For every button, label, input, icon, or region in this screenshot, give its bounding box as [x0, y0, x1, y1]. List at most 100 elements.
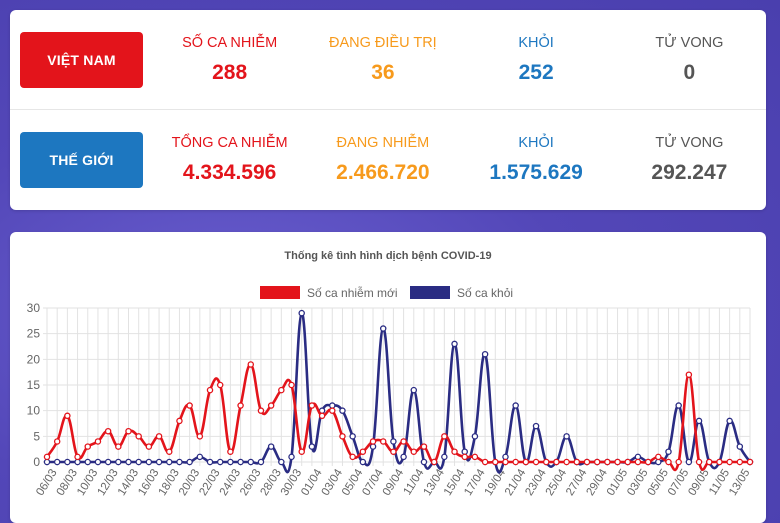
legend-new-cases-swatch: [260, 286, 300, 299]
recovered-point: [410, 386, 418, 394]
world-button[interactable]: THẾ GIỚI: [20, 132, 143, 188]
new-cases-point: [104, 427, 112, 435]
recovered-point: [512, 402, 519, 409]
new-cases-point: [298, 448, 305, 455]
new-cases-point: [624, 458, 631, 466]
recovered-point: [685, 458, 693, 466]
world-infected-label: TỔNG CA NHIỄM: [171, 135, 288, 151]
recovered-point: [481, 350, 489, 358]
world-active-value: 2.466.720: [336, 161, 430, 184]
new-cases-point: [186, 402, 193, 409]
recovered-point: [257, 458, 265, 466]
y-tick-label: 5: [33, 429, 40, 443]
recovered-point: [176, 458, 183, 466]
new-cases-point: [400, 438, 407, 445]
new-cases-point: [726, 458, 733, 466]
new-cases-point: [308, 402, 316, 409]
vn-treating-stat: ĐANG ĐIỀU TRỊ 36: [306, 35, 459, 85]
new-cases-line: [45, 363, 750, 472]
new-cases-point: [573, 458, 581, 466]
new-cases-point: [430, 458, 438, 466]
recovered-point: [166, 458, 173, 466]
vn-infected-label: SỐ CA NHIỄM: [182, 34, 278, 51]
new-cases-point: [379, 438, 387, 445]
new-cases-point: [267, 402, 275, 409]
world-deaths-stat: TỬ VONG 292.247: [613, 135, 766, 185]
new-cases-point: [583, 458, 591, 466]
new-cases-point: [532, 458, 540, 466]
new-cases-point: [420, 443, 428, 450]
new-cases-point: [553, 458, 560, 466]
new-cases-point: [247, 361, 255, 368]
world-active-label: ĐANG NHIỄM: [336, 135, 430, 151]
vn-treating-label: ĐANG ĐIỀU TRỊ: [329, 34, 437, 51]
new-cases-point: [705, 458, 713, 466]
new-cases-point: [227, 448, 234, 455]
recovered-point: [369, 443, 377, 450]
new-cases-point: [685, 371, 693, 378]
new-cases-point: [563, 458, 570, 466]
recovered-point: [308, 443, 316, 450]
new-cases-point: [604, 458, 611, 466]
y-tick-label: 10: [27, 404, 41, 418]
recovered-point: [665, 448, 672, 455]
new-cases-point: [461, 453, 468, 461]
world-recovered-stat: KHỎI 1.575.629: [460, 135, 613, 185]
new-cases-point: [441, 433, 448, 440]
legend-recovered-label: Số ca khỏi: [457, 286, 513, 300]
new-cases-point: [176, 417, 183, 425]
new-cases-point: [125, 427, 132, 435]
legend-new-cases-label: Số ca nhiễm mới: [307, 285, 398, 300]
recovered-point: [634, 453, 642, 461]
new-cases-point: [288, 381, 295, 389]
y-tick-label: 20: [27, 352, 41, 366]
recovered-point: [655, 458, 662, 466]
new-cases-point: [593, 458, 601, 466]
x-tick-label: 09/04: [381, 467, 407, 498]
new-cases-point: [410, 448, 418, 455]
new-cases-point: [115, 443, 122, 450]
new-cases-point: [471, 453, 479, 461]
stats-panel: VIỆT NAM SỐ CA NHIỄM 288 ĐANG ĐIỀU TRỊ 3…: [10, 10, 766, 210]
new-cases-point: [359, 448, 367, 455]
vietnam-button[interactable]: VIỆT NAM: [20, 31, 143, 88]
recovered-point: [736, 443, 744, 450]
x-tick-label: 13/05: [727, 467, 752, 498]
recovered-point: [400, 453, 407, 461]
recovered-point: [125, 458, 132, 466]
new-cases-point: [237, 402, 244, 409]
legend-recovered-swatch: [410, 286, 450, 299]
x-tick-label: 09/05: [686, 467, 711, 498]
new-cases-point: [135, 433, 142, 440]
new-cases-point: [74, 453, 81, 461]
world-infected-value: 4.334.596: [182, 161, 277, 184]
covid-line-chart: 05101520253006/0308/0310/0312/0314/0316/…: [27, 285, 754, 498]
new-cases-point: [216, 381, 224, 389]
new-cases-point: [451, 448, 458, 455]
recovered-point: [237, 458, 244, 466]
recovered-point: [135, 458, 142, 466]
recovered-point: [441, 453, 448, 461]
recovered-point: [84, 458, 92, 466]
new-cases-point: [665, 458, 672, 466]
vn-deaths-label: TỬ VONG: [655, 34, 724, 51]
recovered-point: [155, 458, 163, 466]
chart-title: Thống kê tình hình dịch bệnh COVID-19: [284, 250, 492, 262]
recovered-point: [227, 458, 234, 466]
y-tick-label: 15: [27, 378, 41, 392]
recovered-point: [288, 453, 295, 461]
recovered-point: [502, 453, 509, 461]
recovered-point: [298, 309, 305, 317]
world-stats-row: THẾ GIỚI TỔNG CA NHIỄM 4.334.596 ĐANG NH…: [10, 110, 766, 210]
new-cases-point: [329, 407, 336, 414]
recovered-point: [74, 458, 81, 466]
new-cases-point: [502, 458, 509, 466]
recovered-point: [359, 458, 367, 466]
recovered-point: [115, 458, 122, 466]
new-cases-point: [644, 458, 652, 466]
recovered-point: [43, 458, 51, 466]
recovered-point: [267, 443, 275, 450]
vn-recovered-label: KHỎI: [518, 34, 554, 51]
new-cases-point: [695, 458, 703, 466]
world-active-stat: ĐANG NHIỄM 2.466.720: [306, 135, 459, 185]
